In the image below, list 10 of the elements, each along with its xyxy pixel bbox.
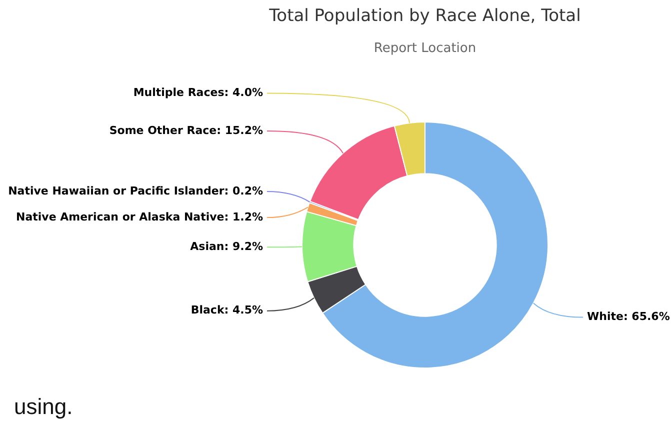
slice-label: Asian: 9.2%: [190, 240, 263, 254]
slice-label: Black: 4.5%: [190, 304, 263, 317]
slice-label: Native American or Alaska Native: 1.2%: [16, 210, 263, 224]
chart-subtitle: Report Location: [372, 41, 478, 56]
slice-label: Multiple Races: 4.0%: [133, 86, 263, 100]
slice-label: Native Hawaiian or Pacific Islander: 0.2%: [8, 184, 263, 198]
slice-label: White: 65.6%: [587, 310, 670, 324]
slice-label: Some Other Race: 15.2%: [109, 124, 263, 137]
text: using.: [14, 394, 73, 420]
chart-title: Total Population by Race Alone, Total: [268, 6, 582, 26]
